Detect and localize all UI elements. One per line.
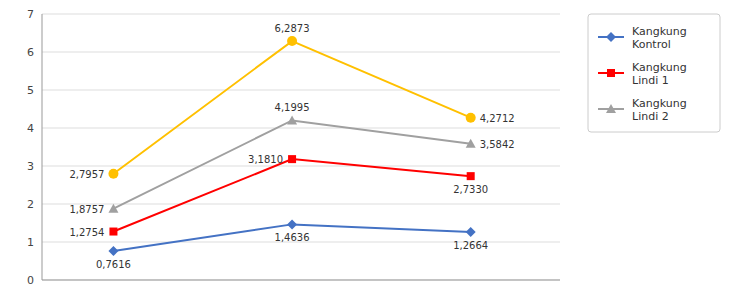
y-tick-label: 2 [27,198,34,211]
grid-line [42,14,560,15]
y-tick-label: 7 [27,8,34,21]
grid-line [42,204,560,205]
plot-data [108,36,475,256]
data-label: 1,2664 [453,240,488,251]
series-marker [108,204,118,213]
legend: KangkungKontrol KangkungLindi 1 KangkungLi… [588,14,720,132]
y-tick-label: 6 [27,46,34,59]
series-line [113,159,470,231]
data-label: 1,8757 [69,204,104,215]
series-marker [287,36,297,46]
y-axis [42,14,43,280]
legend-marker [606,32,616,42]
series-marker [467,172,475,180]
series-marker [287,219,297,229]
series-marker [108,169,118,179]
y-tick-label: 3 [27,160,34,173]
y-tick-label: 1 [27,236,34,249]
data-label: 4,1995 [275,102,310,113]
data-label: 3,1810 [248,154,283,165]
legend-frame [588,14,720,132]
grid-line [42,90,560,91]
data-label: 3,5842 [480,139,515,150]
series-marker [109,228,117,236]
legend-label: KangkungLindi 2 [632,97,687,123]
legend-marker [606,104,616,113]
y-tick-label: 5 [27,84,34,97]
data-label: 2,7330 [453,184,488,195]
series-marker [108,246,118,256]
grid-line [42,280,560,281]
grid-line [42,52,560,53]
chart: 0 1 2 3 4 5 6 7 0,7616 1,4636 1,2664 1,2754 3,1810 2,… [0,0,732,296]
data-label: 2,7957 [69,169,104,180]
series-line [113,41,470,174]
data-label: 4,2712 [480,113,515,124]
series-marker [466,113,476,123]
legend-marker [607,69,615,77]
grid-line [42,128,560,129]
y-tick-label: 4 [27,122,34,135]
legend-label: KangkungLindi 1 [632,61,687,87]
grid [42,14,560,280]
data-label: 1,4636 [275,232,310,243]
grid-line [42,166,560,167]
series-marker [287,115,297,124]
x-axis [42,280,560,281]
series-marker [466,227,476,237]
series-marker [288,155,296,163]
y-tick-label: 0 [27,274,34,287]
data-label: 6,2873 [275,23,310,34]
series-marker [466,139,476,148]
legend-label: KangkungKontrol [632,25,687,51]
data-label: 0,7616 [96,259,131,270]
data-label: 1,2754 [69,227,104,238]
data-labels: 0,7616 1,4636 1,2664 1,2754 3,1810 2,7330 1,87… [69,23,514,270]
